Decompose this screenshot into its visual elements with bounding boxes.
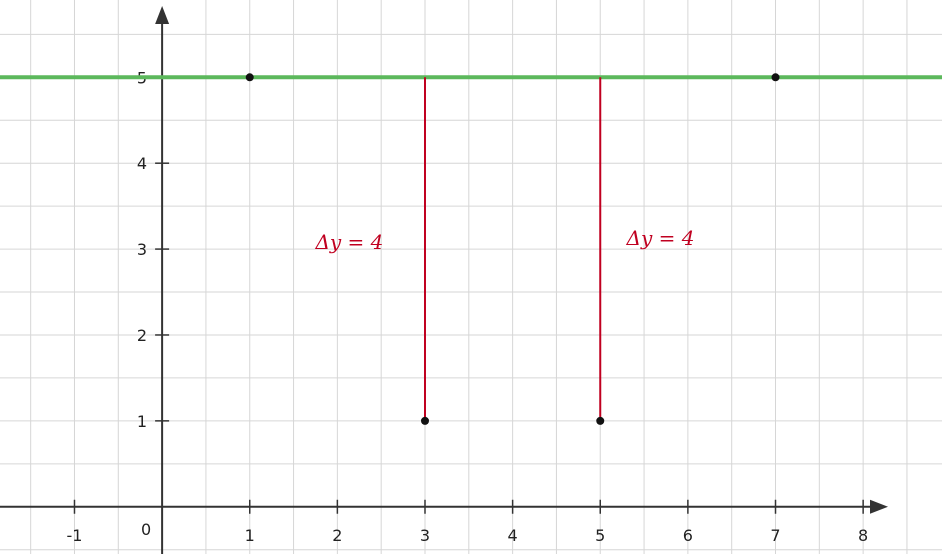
delta-annotation: Δy = 4: [626, 226, 695, 250]
y-tick-label: 2: [137, 326, 147, 345]
x-tick-label: 6: [683, 526, 693, 545]
data-point: [245, 73, 254, 82]
x-tick-label: 2: [332, 526, 342, 545]
delta-annotation: Δy = 4: [314, 230, 383, 254]
x-tick-label: 5: [595, 526, 605, 545]
data-point: [420, 416, 429, 425]
y-tick-label: 1: [137, 412, 147, 431]
x-tick-label: 3: [420, 526, 430, 545]
x-tick-label: -1: [67, 526, 83, 545]
y-tick-label: 3: [137, 240, 147, 259]
data-point: [596, 416, 605, 425]
ticks: -101234567812345: [67, 68, 869, 544]
x-axis-arrow: [870, 499, 888, 514]
y-axis-arrow: [155, 6, 170, 24]
series-layer: [0, 73, 942, 425]
y-tick-label: 4: [137, 154, 147, 173]
x-tick-label: 8: [858, 526, 868, 545]
data-point: [771, 73, 780, 82]
axes: [0, 6, 888, 554]
x-tick-label: 0: [141, 520, 151, 539]
x-tick-label: 4: [508, 526, 518, 545]
labels-layer: Δy = 4 Δy = 4: [314, 226, 694, 254]
x-tick-label: 7: [770, 526, 780, 545]
x-tick-label: 1: [245, 526, 255, 545]
